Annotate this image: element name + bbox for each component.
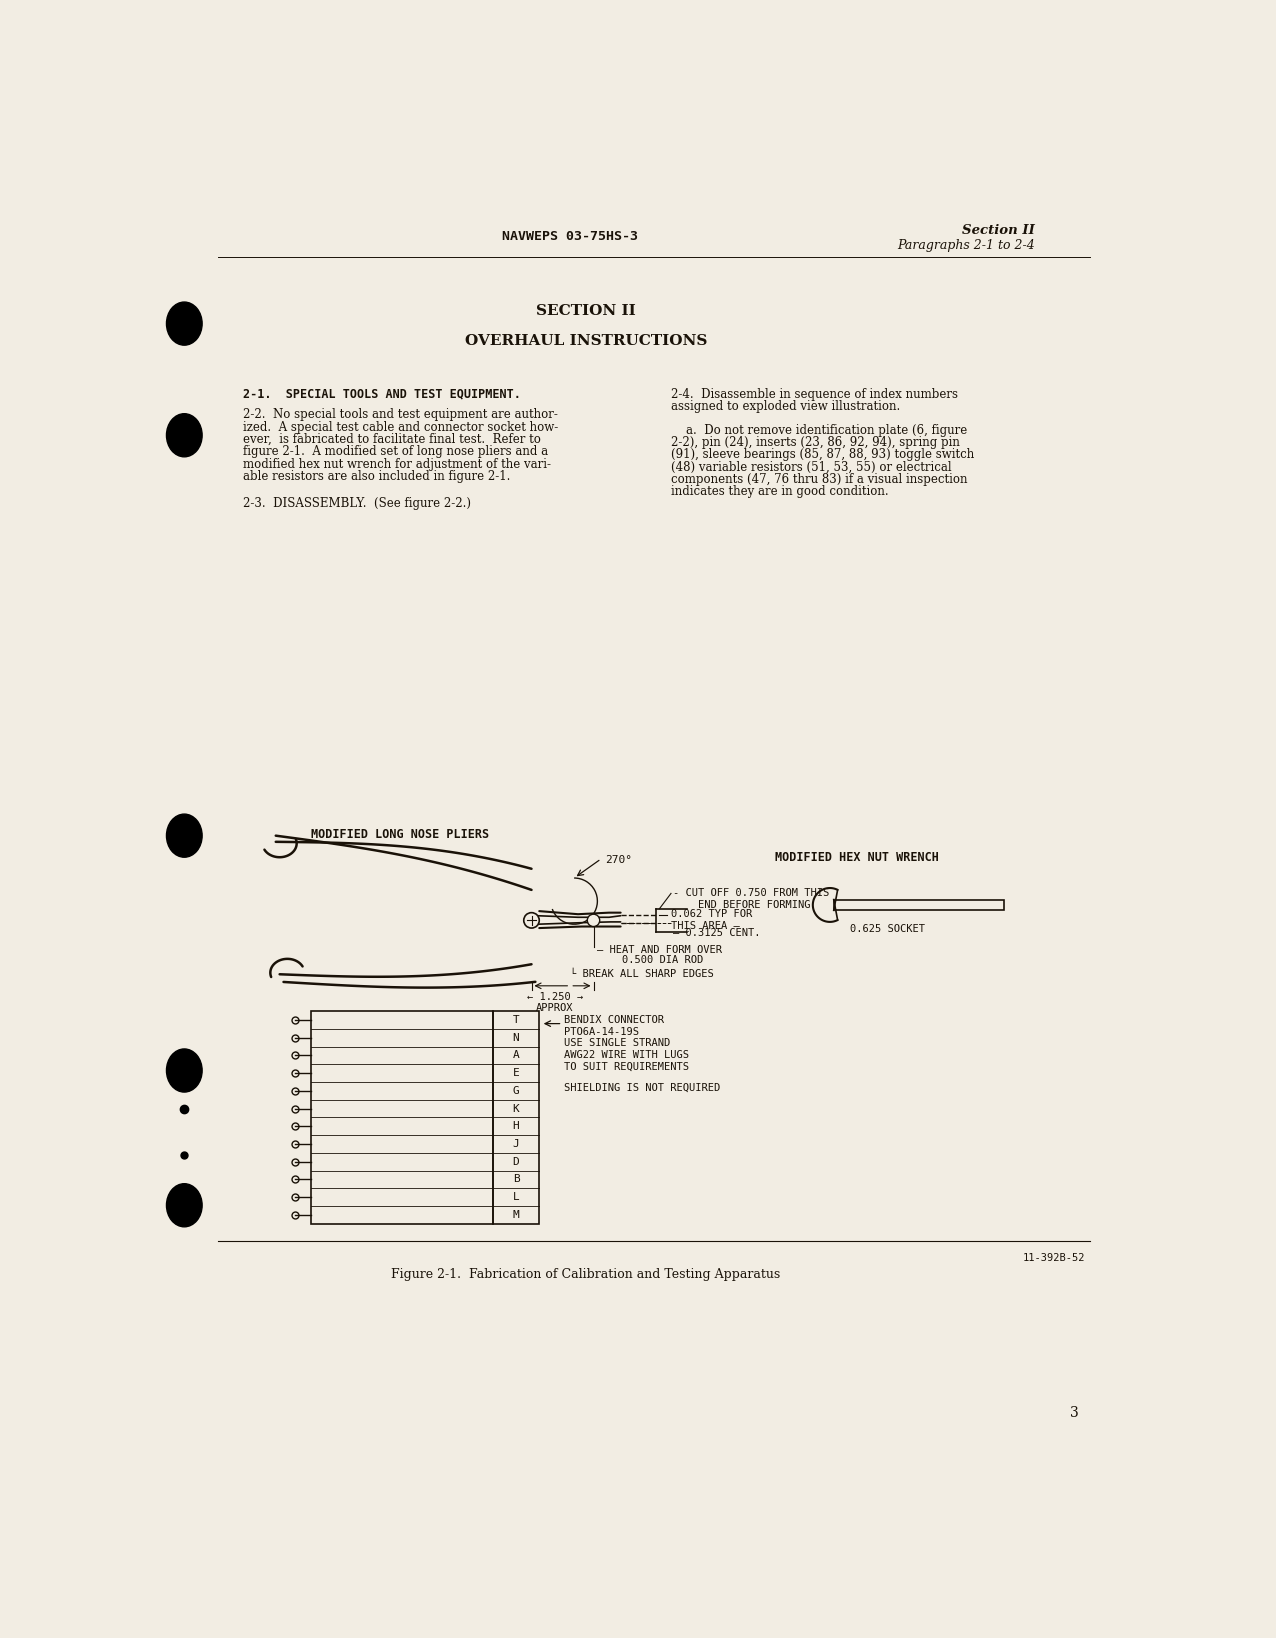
Ellipse shape bbox=[166, 814, 202, 857]
Bar bbox=[493, 1011, 540, 1224]
Text: 2-3.  DISASSEMBLY.  (See figure 2-2.): 2-3. DISASSEMBLY. (See figure 2-2.) bbox=[244, 496, 471, 509]
Text: K: K bbox=[513, 1104, 519, 1114]
Text: - CUT OFF 0.750 FROM THIS: - CUT OFF 0.750 FROM THIS bbox=[672, 888, 829, 898]
Text: 11-392B-52: 11-392B-52 bbox=[1023, 1253, 1086, 1263]
Circle shape bbox=[587, 914, 600, 927]
Text: — HEAT AND FORM OVER: — HEAT AND FORM OVER bbox=[597, 945, 722, 955]
Text: 2-2), pin (24), inserts (23, 86, 92, 94), spring pin: 2-2), pin (24), inserts (23, 86, 92, 94)… bbox=[671, 436, 960, 449]
Text: 3: 3 bbox=[1069, 1405, 1078, 1420]
Text: 2-4.  Disassemble in sequence of index numbers: 2-4. Disassemble in sequence of index nu… bbox=[671, 388, 958, 401]
Text: THIS AREA —: THIS AREA — bbox=[671, 921, 740, 930]
Text: L: L bbox=[513, 1192, 519, 1202]
Text: TO SUIT REQUIREMENTS: TO SUIT REQUIREMENTS bbox=[564, 1061, 689, 1071]
Text: indicates they are in good condition.: indicates they are in good condition. bbox=[671, 485, 888, 498]
Text: able resistors are also included in figure 2-1.: able resistors are also included in figu… bbox=[244, 470, 510, 483]
Ellipse shape bbox=[166, 301, 202, 346]
Text: BENDIX CONNECTOR: BENDIX CONNECTOR bbox=[564, 1016, 664, 1025]
Text: (48) variable resistors (51, 53, 55) or electrical: (48) variable resistors (51, 53, 55) or … bbox=[671, 460, 952, 473]
Text: modified hex nut wrench for adjustment of the vari-: modified hex nut wrench for adjustment o… bbox=[244, 457, 551, 470]
Text: 2-2.  No special tools and test equipment are author-: 2-2. No special tools and test equipment… bbox=[244, 408, 558, 421]
Text: APPROX: APPROX bbox=[536, 1002, 573, 1012]
Circle shape bbox=[523, 912, 540, 929]
Text: H: H bbox=[513, 1122, 519, 1132]
Text: 270°: 270° bbox=[605, 855, 632, 865]
Text: OVERHAUL INSTRUCTIONS: OVERHAUL INSTRUCTIONS bbox=[464, 334, 707, 349]
Text: J: J bbox=[513, 1138, 519, 1148]
Text: USE SINGLE STRAND: USE SINGLE STRAND bbox=[564, 1038, 670, 1048]
Text: figure 2-1.  A modified set of long nose pliers and a: figure 2-1. A modified set of long nose … bbox=[244, 446, 549, 459]
Text: (91), sleeve bearings (85, 87, 88, 93) toggle switch: (91), sleeve bearings (85, 87, 88, 93) t… bbox=[671, 449, 975, 462]
Text: ← 1.250 →: ← 1.250 → bbox=[527, 993, 583, 1002]
Text: END BEFORE FORMING: END BEFORE FORMING bbox=[672, 899, 810, 911]
Ellipse shape bbox=[166, 1048, 202, 1093]
Text: PTO6A-14-19S: PTO6A-14-19S bbox=[564, 1027, 639, 1037]
Text: T: T bbox=[513, 1016, 519, 1025]
Ellipse shape bbox=[166, 1184, 202, 1227]
Text: 0.625 SOCKET: 0.625 SOCKET bbox=[851, 924, 925, 934]
Text: SECTION II: SECTION II bbox=[536, 303, 635, 318]
Text: 2-1.  SPECIAL TOOLS AND TEST EQUIPMENT.: 2-1. SPECIAL TOOLS AND TEST EQUIPMENT. bbox=[244, 388, 521, 401]
Text: a.  Do not remove identification plate (6, figure: a. Do not remove identification plate (6… bbox=[671, 424, 967, 437]
Text: NAVWEPS 03-75HS-3: NAVWEPS 03-75HS-3 bbox=[503, 229, 638, 242]
Text: AWG22 WIRE WITH LUGS: AWG22 WIRE WITH LUGS bbox=[564, 1050, 689, 1060]
Text: N: N bbox=[513, 1034, 519, 1043]
Text: B: B bbox=[513, 1174, 519, 1184]
Ellipse shape bbox=[166, 414, 202, 457]
Text: M: M bbox=[513, 1210, 519, 1220]
Text: Paragraphs 2-1 to 2-4: Paragraphs 2-1 to 2-4 bbox=[897, 239, 1035, 252]
Text: A: A bbox=[513, 1050, 519, 1060]
Text: MODIFIED HEX NUT WRENCH: MODIFIED HEX NUT WRENCH bbox=[775, 850, 939, 863]
Text: — 0.3125 CENT.: — 0.3125 CENT. bbox=[672, 929, 760, 939]
Text: E: E bbox=[513, 1068, 519, 1078]
Text: 0.062 TYP FOR: 0.062 TYP FOR bbox=[671, 909, 753, 919]
Text: ever,  is fabricated to facilitate final test.  Refer to: ever, is fabricated to facilitate final … bbox=[244, 432, 541, 446]
Text: assigned to exploded view illustration.: assigned to exploded view illustration. bbox=[671, 400, 901, 413]
Text: 0.500 DIA ROD: 0.500 DIA ROD bbox=[597, 955, 703, 965]
Text: SHIELDING IS NOT REQUIRED: SHIELDING IS NOT REQUIRED bbox=[564, 1083, 720, 1093]
Text: MODIFIED LONG NOSE PLIERS: MODIFIED LONG NOSE PLIERS bbox=[310, 827, 489, 840]
Text: ized.  A special test cable and connector socket how-: ized. A special test cable and connector… bbox=[244, 421, 559, 434]
Text: Figure 2-1.  Fabrication of Calibration and Testing Apparatus: Figure 2-1. Fabrication of Calibration a… bbox=[392, 1268, 781, 1281]
Text: components (47, 76 thru 83) if a visual inspection: components (47, 76 thru 83) if a visual … bbox=[671, 473, 967, 486]
Bar bbox=[310, 1011, 493, 1224]
Text: Section II: Section II bbox=[962, 224, 1035, 238]
Text: G: G bbox=[513, 1086, 519, 1096]
Text: └ BREAK ALL SHARP EDGES: └ BREAK ALL SHARP EDGES bbox=[570, 970, 715, 980]
Text: D: D bbox=[513, 1156, 519, 1166]
